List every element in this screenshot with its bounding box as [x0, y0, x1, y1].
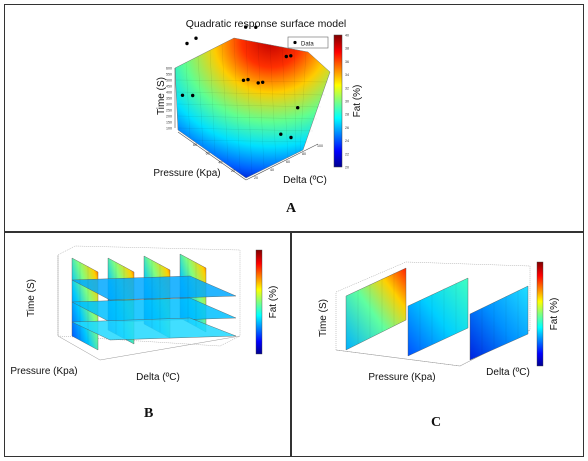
chart-b-mesh [79, 258, 197, 344]
chart-b-xlabel: Delta (ºC) [136, 372, 180, 383]
chart-c-zlabel: Time (S) [318, 299, 329, 337]
chart-a-data-point [194, 36, 198, 40]
chart-a-z-tick: 500 [166, 79, 172, 83]
panel-b-label: B [144, 406, 154, 421]
chart-a-colorbar-tick: 38 [345, 47, 349, 51]
chart-a-xlabel: Pressure (Kpa) [153, 168, 220, 179]
chart-a-data-point [284, 54, 288, 59]
chart-a-y-tick: 20 [254, 176, 258, 180]
chart-c-colorbar [536, 261, 544, 367]
chart-a-ylabel: Delta (ºC) [283, 175, 327, 186]
chart-a-title: Quadratic response surface model [186, 18, 347, 30]
chart-a-x-tick: 20 [231, 169, 235, 173]
chart-a-colorbar-tick: 36 [345, 60, 349, 64]
chart-a-data-point [296, 106, 300, 110]
chart-a-data-point [241, 78, 246, 83]
chart-a-z-tick: 200 [166, 115, 172, 119]
chart-c-mesh [357, 272, 519, 354]
chart-a-z-tick: 150 [166, 121, 172, 125]
chart-a-x-tick: 40 [218, 160, 222, 164]
chart-a-colorbar-tick: 24 [345, 139, 349, 143]
chart-a-data-point [191, 93, 195, 98]
chart-a-colorbar-ticks: 20 22 24 26 28 30 32 34 36 38 40 [345, 34, 349, 170]
chart-a-data-point [180, 93, 185, 98]
chart-a-axes [174, 68, 319, 181]
chart-a-data-point [289, 54, 293, 58]
chart-a-data-points [180, 25, 300, 140]
chart-a-z-tick: 100 [166, 127, 172, 131]
chart-a-z-tick: 400 [166, 91, 172, 95]
chart-a-x-tick: 80 [193, 143, 197, 147]
chart-a-data-point [246, 77, 250, 82]
chart-a-y-tick: 100 [317, 144, 323, 148]
panel-a-label: A [286, 201, 297, 216]
chart-a-mesh [175, 37, 329, 175]
chart-a-colorbar-tick: 34 [345, 73, 349, 77]
chart-a-data-point [256, 81, 260, 85]
chart-a-x-tick: 60 [206, 152, 210, 156]
chart-a-colorbar-tick: 22 [345, 152, 349, 156]
chart-a-y-tick: 40 [270, 168, 274, 172]
chart-b-colorbar [255, 249, 263, 355]
chart-b-zlabel: Time (S) [26, 279, 37, 317]
chart-a-legend-box [287, 36, 329, 49]
chart-a-data-point [244, 25, 248, 29]
chart-a-data-point [289, 135, 293, 140]
chart-c-ylabel: Delta (ºC) [486, 367, 530, 378]
chart-a-x-ticks: 80 60 40 20 [193, 143, 235, 173]
chart-a-zlabel: Time (S) [156, 77, 167, 115]
chart-c-slice [345, 267, 407, 351]
chart-b-colorbar-label: Fat (%) [268, 286, 279, 319]
chart-a-colorbar-tick: 30 [345, 100, 349, 104]
chart-a-data-point [185, 41, 189, 46]
chart-a-z-tick: 350 [166, 97, 172, 101]
chart-a-z-tick: 600 [166, 67, 172, 71]
chart-a-colorbar-tick: 32 [345, 86, 349, 90]
chart-a-colorbar-tick: 40 [345, 34, 349, 38]
chart-a-data-point [279, 132, 283, 136]
chart-b-slices-horizontal [71, 275, 237, 341]
chart-a-z-tick: 300 [166, 103, 172, 107]
chart-a-colorbar-tick: 20 [345, 166, 349, 170]
panel-c-label: C [431, 415, 442, 430]
chart-a-colorbar-label: Fat (%) [352, 85, 363, 118]
chart-a-legend-marker [293, 40, 297, 45]
chart-a-colorbar-tick: 28 [345, 113, 349, 117]
chart-a-y-ticks: 20 40 60 80 100 [254, 144, 323, 180]
chart-a-y-tick: 80 [302, 152, 306, 156]
chart-a-data-point [254, 25, 258, 29]
chart-c-xlabel: Pressure (Kpa) [368, 372, 435, 383]
chart-c-slice [407, 277, 469, 357]
chart-a-z-tick: 450 [166, 85, 172, 89]
chart-a-colorbar-tick: 26 [345, 126, 349, 130]
chart-a-surface [174, 37, 331, 179]
panel-b [4, 232, 291, 457]
chart-b-ylabel: Pressure (Kpa) [10, 366, 77, 377]
chart-c-slice [469, 285, 529, 361]
chart-b-hslice [71, 317, 237, 341]
panel-a [4, 4, 584, 232]
panel-c [291, 232, 584, 457]
chart-c-slices [345, 267, 529, 361]
chart-b-hslice [71, 275, 237, 301]
chart-a-data-point [261, 80, 265, 85]
chart-a-z-tick: 550 [166, 73, 172, 77]
chart-a-legend-label: Data [301, 42, 314, 48]
chart-a-z-ticks: 100 150 200 250 300 350 400 450 500 550 600 [166, 67, 172, 131]
chart-a-colorbar [333, 34, 343, 168]
chart-a-y-tick: 60 [286, 160, 290, 164]
chart-b-hslice [71, 297, 237, 323]
chart-b-box [57, 245, 241, 361]
chart-a-z-tick: 250 [166, 109, 172, 113]
chart-c-colorbar-label: Fat (%) [549, 298, 560, 331]
